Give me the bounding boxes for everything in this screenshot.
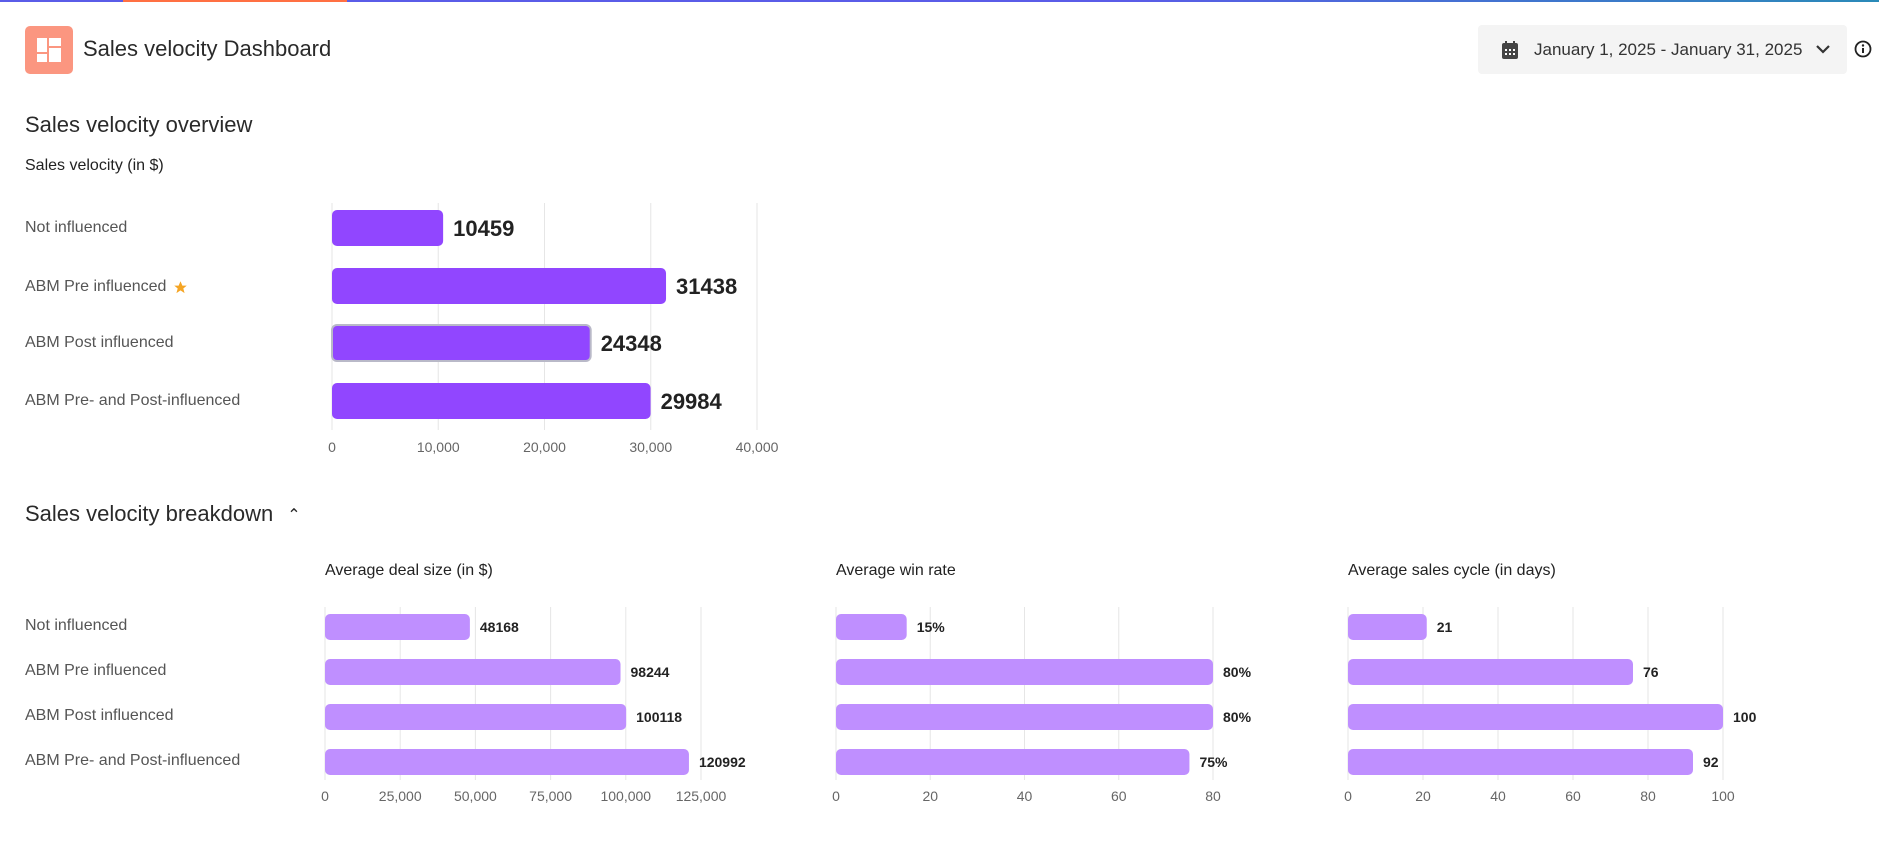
sales-cycle-tick-label: 40	[1490, 788, 1506, 804]
breakdown-row-label: Not influenced	[25, 617, 128, 634]
sales-cycle-bar[interactable]	[1348, 659, 1633, 685]
overview-bar[interactable]	[332, 268, 667, 304]
win-rate-value-label: 80%	[1223, 709, 1252, 725]
overview-row-label: ABM Pre influenced	[25, 278, 188, 296]
deal-size-tick-label: 100,000	[600, 788, 651, 804]
overview-bar[interactable]	[332, 383, 651, 419]
sales-cycle-bar[interactable]	[1348, 704, 1723, 730]
win-rate-tick-label: 80	[1205, 788, 1221, 804]
breakdown-section-toggle[interactable]: Sales velocity breakdown ⌃	[25, 501, 301, 527]
win-rate-value-label: 15%	[917, 619, 946, 635]
star-icon	[173, 280, 188, 295]
sales-cycle-tick-label: 60	[1565, 788, 1581, 804]
overview-row-label-text: ABM Pre influenced	[25, 278, 167, 295]
overview-tick-label: 20,000	[523, 439, 566, 455]
deal-size-value-label: 98244	[631, 664, 670, 680]
breakdown-row-label: ABM Post influenced	[25, 707, 174, 724]
sales-cycle-value-label: 76	[1643, 664, 1659, 680]
deal-size-bar[interactable]	[325, 614, 470, 640]
info-icon[interactable]	[1854, 40, 1872, 63]
win-rate-value-label: 80%	[1223, 664, 1252, 680]
overview-row-label: Not influenced	[25, 219, 128, 236]
deal-size-bar[interactable]	[325, 704, 627, 730]
dashboard-logo	[25, 26, 73, 74]
sales-cycle-chart-title: Average sales cycle (in days)	[1348, 562, 1556, 579]
breakdown-heading: Sales velocity breakdown	[25, 501, 274, 526]
sales-cycle-value-label: 100	[1733, 709, 1757, 725]
overview-heading: Sales velocity overview	[25, 112, 253, 137]
sales-cycle-tick-label: 0	[1344, 788, 1352, 804]
win-rate-tick-label: 20	[922, 788, 938, 804]
win-rate-tick-label: 60	[1111, 788, 1127, 804]
overview-chart-title: Sales velocity (in $)	[25, 157, 164, 174]
sales-cycle-bar[interactable]	[1348, 614, 1427, 640]
sales-cycle-value-label: 92	[1703, 754, 1719, 770]
win-rate-tick-label: 0	[832, 788, 840, 804]
win-rate-bar[interactable]	[836, 704, 1213, 730]
overview-bar[interactable]	[332, 210, 444, 246]
deal-size-bar[interactable]	[325, 659, 621, 685]
deal-size-tick-label: 75,000	[529, 788, 572, 804]
sales-cycle-tick-label: 100	[1711, 788, 1735, 804]
deal-size-value-label: 120992	[699, 754, 746, 770]
win-rate-value-label: 75%	[1199, 754, 1228, 770]
overview-tick-label: 30,000	[629, 439, 672, 455]
sales-cycle-tick-label: 20	[1415, 788, 1431, 804]
breakdown-row-label: ABM Pre- and Post-influenced	[25, 752, 241, 769]
overview-value-label: 24348	[601, 331, 662, 356]
deal-size-tick-label: 50,000	[454, 788, 497, 804]
deal-size-tick-label: 25,000	[379, 788, 422, 804]
win-rate-tick-label: 40	[1017, 788, 1033, 804]
overview-value-label: 31438	[676, 274, 737, 299]
sales-cycle-tick-label: 80	[1640, 788, 1656, 804]
overview-bar[interactable]	[331, 324, 592, 362]
sales-cycle-value-label: 21	[1437, 619, 1453, 635]
date-range-picker[interactable]: January 1, 2025 - January 31, 2025	[1478, 25, 1847, 74]
breakdown-row-label: ABM Pre influenced	[25, 662, 167, 679]
calendar-icon	[1502, 40, 1518, 59]
win-rate-chart-title: Average win rate	[836, 562, 956, 579]
chevron-up-icon: ⌃	[287, 507, 301, 525]
overview-value-label: 10459	[453, 216, 514, 241]
win-rate-bar[interactable]	[836, 614, 907, 640]
top-accent-bar	[0, 0, 1879, 2]
deal-size-bar[interactable]	[325, 749, 689, 775]
deal-size-value-label: 48168	[480, 619, 519, 635]
win-rate-bar[interactable]	[836, 659, 1213, 685]
sales-cycle-bar[interactable]	[1348, 749, 1693, 775]
deal-size-chart-title: Average deal size (in $)	[325, 562, 493, 579]
date-range-label: January 1, 2025 - January 31, 2025	[1534, 39, 1803, 59]
overview-tick-label: 10,000	[417, 439, 460, 455]
deal-size-tick-label: 0	[321, 788, 329, 804]
overview-row-label: ABM Pre- and Post-influenced	[25, 392, 241, 409]
dashboard-layout-icon	[37, 38, 61, 62]
deal-size-value-label: 100118	[636, 709, 682, 725]
chevron-down-icon	[1816, 45, 1831, 54]
overview-tick-label: 40,000	[736, 439, 779, 455]
win-rate-bar[interactable]	[836, 749, 1190, 775]
overview-row-label: ABM Post influenced	[25, 334, 174, 351]
deal-size-tick-label: 125,000	[676, 788, 727, 804]
overview-value-label: 29984	[661, 389, 723, 414]
page-title: Sales velocity Dashboard	[83, 36, 332, 61]
overview-tick-label: 0	[328, 439, 336, 455]
